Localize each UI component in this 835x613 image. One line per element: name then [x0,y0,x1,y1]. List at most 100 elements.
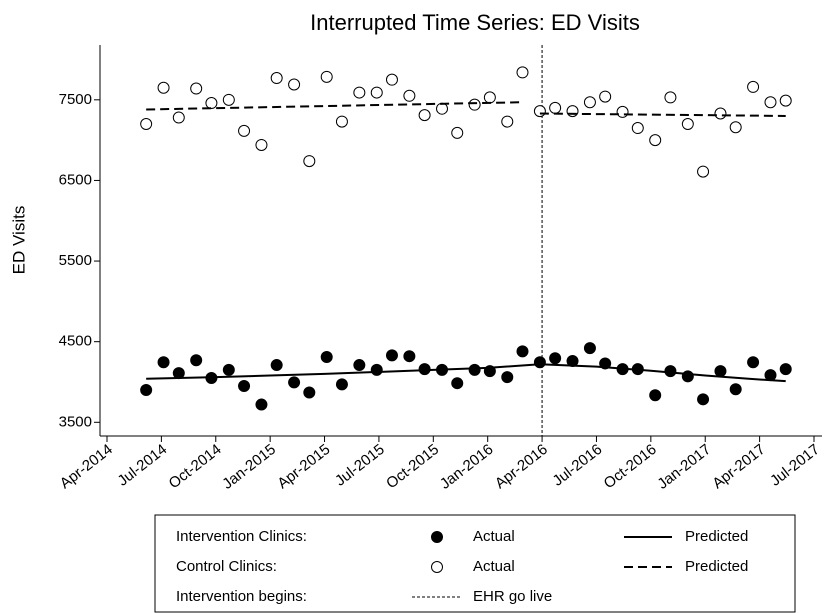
x-tick-label: Apr-2016 [492,441,551,492]
point [303,155,316,168]
x-tick-label: Oct-2015 [383,441,442,492]
point [714,365,727,378]
x-tick-label: Jul-2015 [332,441,388,490]
legend-label: Predicted [685,528,748,545]
point [353,86,366,99]
point [516,345,529,358]
point [353,359,366,372]
point [664,91,677,104]
point [549,101,562,114]
point [222,93,235,106]
point [501,371,514,384]
point [190,82,203,95]
point [157,356,170,369]
point [697,393,710,406]
point [320,350,333,363]
point [418,109,431,122]
point [335,115,348,128]
point [190,354,203,367]
point [140,384,153,397]
point [255,138,268,151]
legend-marker [431,531,443,543]
point [616,105,629,118]
x-tick-label: Jul-2014 [114,441,170,490]
point [714,107,727,120]
point [729,383,742,396]
point [779,94,792,107]
point [468,363,481,376]
point [385,73,398,86]
point [436,102,449,115]
point [157,81,170,94]
point [599,90,612,103]
point [533,356,546,369]
point [483,91,496,104]
legend-label: Predicted [685,558,748,575]
point [533,105,546,118]
point [583,342,596,355]
point [697,165,710,178]
x-tick-label: Apr-2014 [57,441,116,492]
legend-label: Actual [473,558,515,575]
x-tick-label: Jul-2016 [550,441,606,490]
x-tick-label: Jan-2015 [219,441,279,493]
point [238,124,251,137]
legend-label: EHR go live [473,588,552,605]
legend-group: Intervention Clinics: [176,528,307,545]
point [747,356,760,369]
point [779,363,792,376]
y-tick-label: 5500 [59,252,92,269]
point [729,121,742,134]
x-tick-label: Apr-2017 [709,441,768,492]
point [205,97,218,110]
y-tick-label: 4500 [59,333,92,350]
point [403,89,416,102]
point [320,70,333,83]
point [451,377,464,390]
point [270,72,283,85]
point [172,111,185,124]
point [566,105,579,118]
predicted-line [146,363,786,383]
point [288,78,301,91]
legend-marker [431,561,443,573]
point [403,350,416,363]
legend-group: Intervention begins: [176,588,307,605]
x-tick-label: Oct-2014 [166,441,225,492]
point [238,380,251,393]
point [747,80,760,93]
point [270,359,283,372]
y-tick-label: 6500 [59,171,92,188]
x-tick-label: Jan-2016 [437,441,497,493]
y-axis-label: ED Visits [9,206,28,275]
point [583,96,596,109]
point [764,96,777,109]
point [516,66,529,79]
chart-title: Interrupted Time Series: ED Visits [310,10,640,35]
point [631,122,644,135]
point [255,398,268,411]
point [370,363,383,376]
legend-label: Actual [473,528,515,545]
point [649,134,662,147]
point [335,378,348,391]
point [370,86,383,99]
point [140,118,153,131]
point [649,389,662,402]
x-tick-label: Oct-2016 [601,441,660,492]
point [468,98,481,111]
y-tick-label: 3500 [59,413,92,430]
point [549,352,562,365]
point [451,126,464,139]
legend-box [154,514,796,613]
legend-group: Control Clinics: [176,558,277,575]
x-tick-label: Apr-2015 [274,441,333,492]
point [288,376,301,389]
point [222,363,235,376]
point [303,386,316,399]
x-tick-label: Jul-2017 [767,441,823,490]
point [681,370,694,383]
predicted-line [146,101,786,117]
point [501,115,514,128]
